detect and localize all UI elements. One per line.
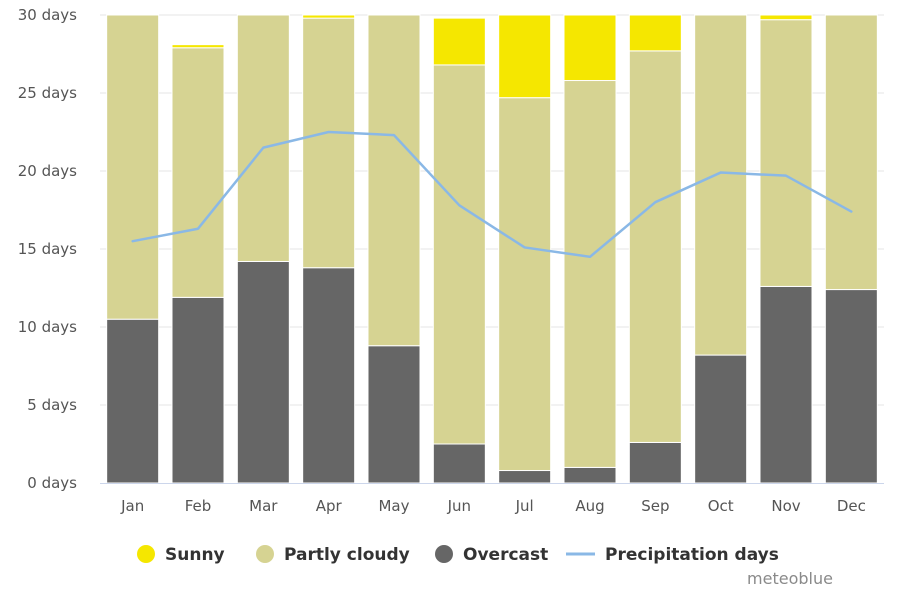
bar-overcast [236, 260, 290, 484]
legend-marker-sunny [137, 545, 155, 563]
bar-overcast [432, 443, 486, 484]
legend: Sunny Partly cloudy Overcast Precipitation … [137, 545, 779, 565]
bar-partly-cloudy [302, 17, 356, 269]
bar-overcast [824, 289, 878, 484]
precipitation-line [131, 130, 853, 259]
bar-sunny [498, 14, 552, 99]
legend-marker-overcast [435, 545, 453, 563]
legend-label-overcast: Overcast [463, 545, 548, 565]
bar-sunny [563, 14, 617, 82]
bar-sunny [759, 14, 813, 21]
bar-sunny [302, 14, 356, 19]
bar-overcast [498, 470, 552, 484]
bar-overcast [171, 296, 225, 484]
y-tick-label: 20 days [18, 162, 77, 180]
bar-partly-cloudy [236, 14, 290, 262]
bar-sunny [432, 17, 486, 66]
x-tick-label: Jan [120, 497, 144, 515]
bar-partly-cloudy [432, 64, 486, 445]
y-tick-label: 5 days [27, 396, 77, 414]
x-tick-label: Jun [447, 497, 471, 515]
bar-partly-cloudy [824, 14, 878, 291]
y-tick-label: 10 days [18, 318, 77, 336]
bar-partly-cloudy [498, 97, 552, 472]
bar-overcast [694, 354, 748, 484]
bar-overcast [563, 466, 617, 484]
bar-overcast [759, 285, 813, 484]
bar-sunny [628, 14, 682, 52]
bar-partly-cloudy [694, 14, 748, 356]
bars [106, 14, 878, 484]
x-tick-label: Nov [771, 497, 800, 515]
y-tick-label: 0 days [27, 474, 77, 492]
bar-overcast [367, 345, 421, 484]
legend-label-sunny: Sunny [165, 545, 225, 565]
x-tick-label: Apr [316, 497, 343, 515]
x-tick-label: Mar [249, 497, 278, 515]
bar-partly-cloudy [628, 50, 682, 443]
x-tick-label: May [378, 497, 409, 515]
x-tick-label: Dec [837, 497, 866, 515]
x-tick-label: Aug [575, 497, 604, 515]
legend-label-partly-cloudy: Partly cloudy [284, 545, 410, 565]
bar-partly-cloudy [759, 19, 813, 287]
bar-partly-cloudy [563, 80, 617, 468]
x-tick-label: Sep [641, 497, 669, 515]
bar-sunny [171, 44, 225, 49]
legend-marker-partly-cloudy [256, 545, 274, 563]
y-axis: 0 days 5 days 10 days 15 days 20 days 25 days… [18, 6, 77, 492]
bar-overcast [302, 267, 356, 484]
precipitation-days-line [131, 130, 853, 259]
bar-partly-cloudy [171, 47, 225, 298]
grid [100, 14, 884, 406]
bar-partly-cloudy [367, 14, 421, 347]
y-tick-label: 15 days [18, 240, 77, 258]
bar-overcast [106, 318, 160, 484]
bar-overcast [628, 441, 682, 484]
y-tick-label: 25 days [18, 84, 77, 102]
x-tick-label: Feb [185, 497, 212, 515]
bar-partly-cloudy [106, 14, 160, 320]
x-tick-label: Jul [515, 497, 534, 515]
x-tick-label: Oct [708, 497, 734, 515]
legend-label-precipitation-days: Precipitation days [605, 545, 779, 565]
x-axis: Jan Feb Mar Apr May Jun Jul Aug Sep Oct Nov Dec [100, 483, 884, 515]
credit-text: meteoblue [747, 569, 833, 588]
y-tick-label: 30 days [18, 6, 77, 24]
